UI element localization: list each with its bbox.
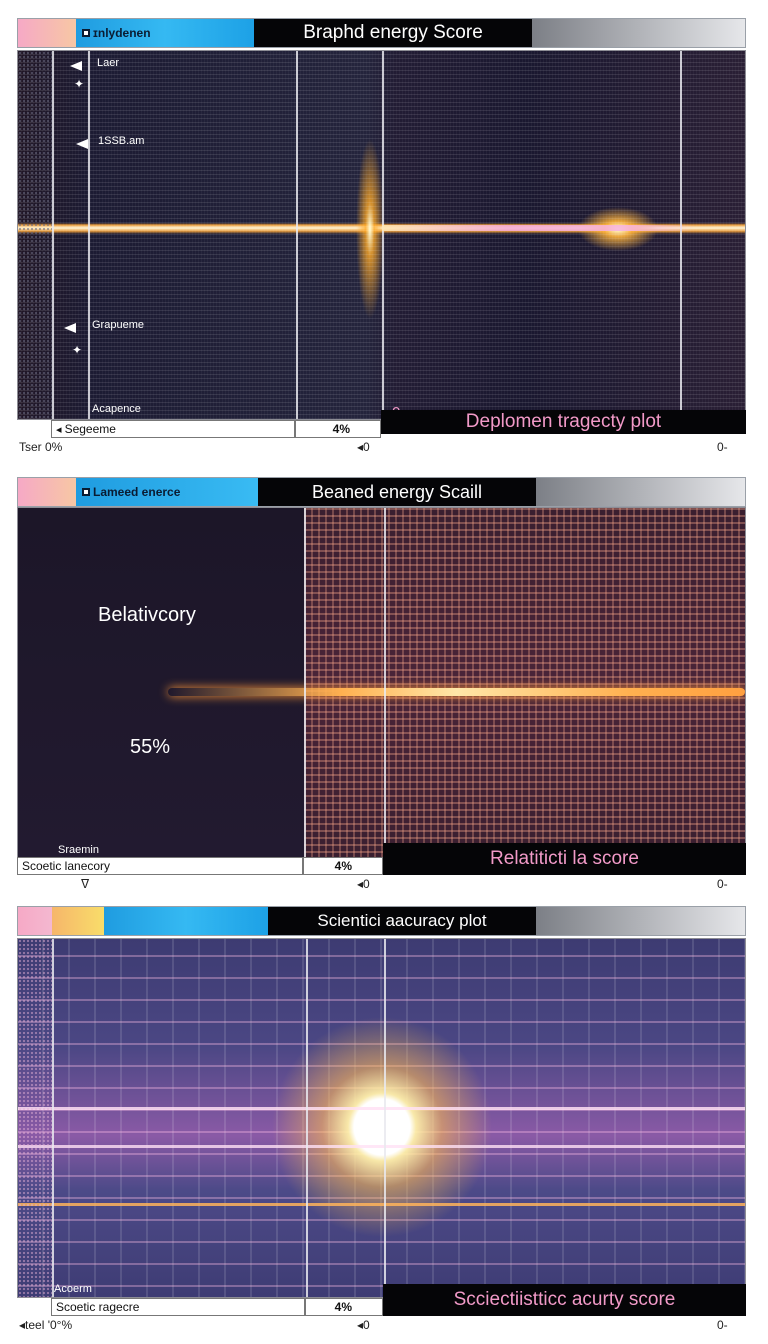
pointer-arrow-icon [76,139,88,149]
checkbox-icon [82,488,90,496]
beam-line [18,1203,745,1206]
footer-left-label: ◂ Segeeme [51,420,295,438]
sparkle-icon: ✦ [72,343,83,357]
axis-left: ◂teel '0°% [19,1318,73,1332]
panel-2-toolbar: Lameed enerce Beaned energy Scaill [17,477,746,507]
tab-panel-1[interactable]: ɪnlydenen [76,19,254,47]
marker-label-4: Acapence [92,403,141,415]
small-label: Sraemin [58,844,99,856]
axis-mid: ◂0 [357,1318,370,1332]
tab-pink[interactable] [18,478,76,506]
percent-readout: 55% [130,736,171,758]
toolbar-grey-segment [536,907,745,935]
axis-left: ᐁ [81,877,90,891]
panel-1-toolbar: ɪnlydenen Braphd energy Score [17,18,746,48]
pointer-arrow-icon [64,323,76,333]
beam-line [18,1145,745,1148]
checkbox-icon [82,29,90,37]
tab-yellow[interactable] [52,907,104,935]
plot-area-1[interactable]: Laer ✦ 1SSB.am Grapueme ✦ Acapence 0 [17,50,746,420]
big-label: Belativcory [98,604,196,626]
sparkle-icon: ✦ [74,77,85,91]
footer-left-label: Scoetic lanecory [17,857,303,875]
axis-right: 0- [717,440,728,454]
tab-panel-2[interactable]: Lameed enerce [76,478,258,506]
grid-field [304,508,745,858]
axis-right: 0- [717,877,728,891]
axis-right: 0- [717,1318,728,1332]
tab-panel-3[interactable] [104,907,268,935]
plot-area-3[interactable]: Acoerm [17,938,746,1298]
plot-panel-2: Lameed enerce Beaned energy Scaill Belat… [17,477,746,897]
marker-label-1: Laer [97,57,120,69]
tab-pink[interactable] [18,907,52,935]
footer-mid-value: 4% [305,1298,383,1316]
plot-area-2[interactable]: Belativcory 55% Sraemin 0 [17,507,746,859]
axis-mid: ◂0 [357,877,370,891]
plot-2-footer: Scoetic lanecory 4% Relatiticti la score [17,843,746,875]
plot-caption: Relatiticti la score [383,843,746,875]
plot-caption: Deplomen tragecty plot [381,410,746,434]
marker-label-3: Grapueme [92,319,144,331]
panel-title: Braphd energy Score [254,19,532,47]
plot-3-footer: Scoetic ragecre 4% Scciectiistticc acurt… [17,1284,746,1316]
axis-left: Tser 0% [19,440,63,454]
energy-beam [168,688,745,696]
beam-line [18,1107,745,1110]
toolbar-grey-segment [532,19,745,47]
panel-title: Beaned energy Scaill [258,478,536,506]
tab-pink[interactable] [18,19,76,47]
plot-caption: Scciectiistticc acurty score [383,1284,746,1316]
footer-mid-value: 4% [295,420,381,438]
footer-left-label: Scoetic ragecre [51,1298,305,1316]
tab-label: ɪnlydenen [93,26,151,40]
tab-label: Lameed enerce [93,485,181,499]
small-label: Acoerm [54,1283,92,1295]
marker-label-2: 1SSB.am [98,135,145,147]
plot-panel-3: Scientici aacuracy plot Acoerm Scoetic r… [17,906,746,1340]
plot-1-footer: ◂ Segeeme 4% Deplomen tragecty plot [17,410,746,438]
label-field [18,508,304,858]
toolbar-grey-segment [536,478,745,506]
footer-mid-value: 4% [303,857,383,875]
panel-title: Scientici aacuracy plot [268,907,536,935]
plot-panel-1: ɪnlydenen Braphd energy Score Laer ✦ 1SS… [17,18,746,458]
panel-3-toolbar: Scientici aacuracy plot [17,906,746,936]
pointer-arrow-icon [70,61,82,71]
axis-mid: ◂0 [357,440,370,454]
